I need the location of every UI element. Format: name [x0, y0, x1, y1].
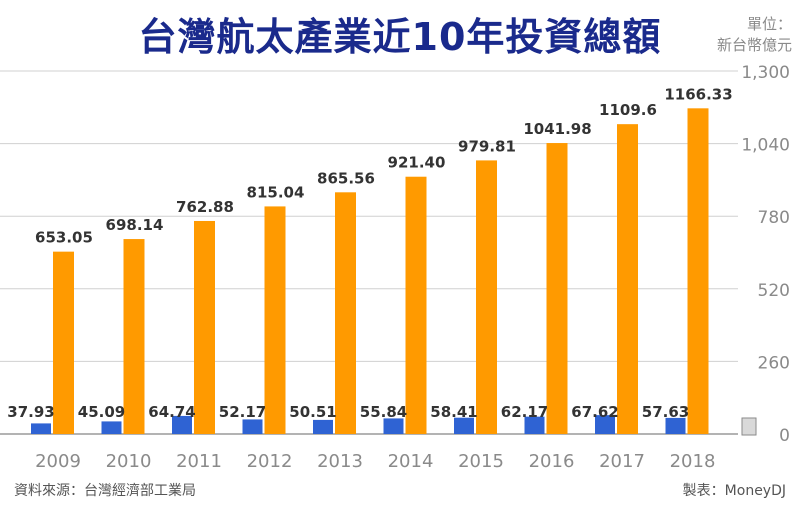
x-tick-label: 2013 [317, 451, 363, 472]
unit-label-line-1: 單位： [746, 15, 792, 33]
y-tick-label: 1,300 [741, 63, 790, 83]
bar-total [687, 108, 709, 435]
x-tick-label: 2018 [670, 451, 716, 472]
bar-total [264, 206, 286, 434]
bar-total [194, 220, 215, 434]
x-tick-label: 2014 [388, 451, 434, 472]
x-tick-label: 2017 [599, 451, 645, 472]
bar-total [405, 176, 427, 434]
legend-swatch [741, 417, 757, 436]
data-label-total: 1109.6 [599, 101, 657, 119]
data-label-small: 67.62 [571, 403, 618, 421]
data-label-small: 45.09 [78, 403, 125, 421]
x-tick-label: 2009 [35, 451, 81, 472]
x-tick-label: 2011 [176, 451, 222, 472]
y-tick-label: 780 [758, 208, 790, 228]
data-label-total: 815.04 [247, 183, 305, 201]
bar-total [617, 124, 638, 435]
x-tick-label: 2016 [529, 451, 575, 472]
bar-small [101, 421, 122, 434]
x-tick-label: 2010 [106, 451, 152, 472]
bar-small [595, 415, 615, 434]
chart-title: 台灣航太產業近10年投資總額 [138, 15, 662, 59]
data-label-small: 50.51 [289, 403, 336, 421]
credit-note: 製表：MoneyDJ [682, 483, 786, 499]
y-tick-label: 260 [758, 353, 790, 373]
x-tick-label: 2012 [247, 451, 293, 472]
bar-small [313, 419, 333, 434]
data-label-small: 55.84 [360, 403, 407, 421]
bar-total [546, 143, 568, 434]
data-label-small: 62.17 [501, 403, 548, 421]
data-label-total: 653.05 [35, 229, 93, 247]
y-tick-label: 1,040 [741, 136, 790, 156]
bar-small [454, 417, 474, 434]
data-label-total: 979.81 [458, 137, 516, 155]
data-label-total: 762.88 [176, 198, 234, 216]
bar-total [335, 192, 356, 434]
bar-total [53, 251, 74, 434]
data-label-total: 698.14 [106, 216, 164, 234]
bar-small [172, 415, 192, 434]
bar-small [383, 418, 404, 434]
data-label-total: 921.40 [388, 154, 446, 172]
bar-total [123, 239, 145, 434]
data-label-small: 37.93 [7, 403, 54, 421]
bar-small [665, 417, 686, 434]
source-note: 資料來源：台灣經濟部工業局 [14, 483, 196, 499]
data-label-total: 865.56 [317, 169, 375, 187]
y-tick-label: 520 [758, 281, 790, 301]
bar-small [31, 423, 51, 434]
data-label-small: 52.17 [219, 403, 266, 421]
unit-label: 單位： 新台幣億元 [717, 14, 792, 56]
data-label-small: 58.41 [430, 403, 477, 421]
unit-label-line-2: 新台幣億元 [716, 36, 792, 54]
data-label-total: 1041.98 [523, 120, 591, 138]
data-label-small: 64.74 [148, 403, 195, 421]
bar-small [524, 416, 545, 434]
y-tick-label: 0 [779, 426, 790, 446]
bar-total [476, 160, 497, 434]
x-tick-label: 2015 [458, 451, 504, 472]
bar-small [242, 419, 263, 434]
data-label-small: 57.63 [642, 403, 689, 421]
data-label-total: 1166.33 [664, 85, 732, 103]
